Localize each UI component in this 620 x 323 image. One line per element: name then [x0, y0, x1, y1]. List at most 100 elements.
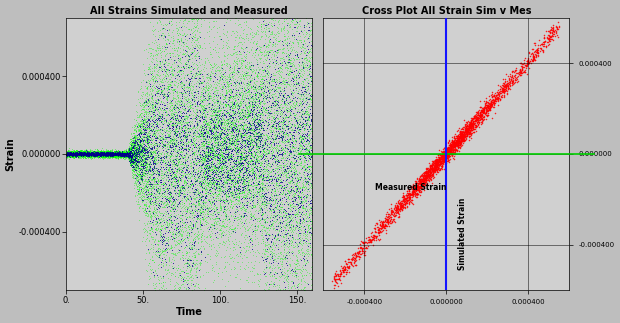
Point	[165, 194, 175, 199]
Point	[195, 102, 205, 107]
Point	[244, 99, 254, 104]
Point	[288, 235, 298, 241]
Point	[151, 129, 161, 134]
Point	[97, 152, 107, 157]
Point	[273, 158, 283, 163]
Point	[132, 142, 142, 147]
Point	[202, 120, 211, 126]
Point	[106, 151, 116, 156]
Point	[267, 246, 277, 252]
Point	[135, 170, 144, 175]
Point	[407, 189, 417, 194]
Point	[130, 163, 140, 168]
Point	[102, 152, 112, 157]
Point	[225, 70, 235, 75]
Point	[457, 130, 467, 135]
Point	[304, 171, 314, 176]
Point	[149, 139, 159, 144]
Point	[187, 206, 197, 211]
Point	[281, 123, 291, 128]
Point	[213, 68, 223, 73]
Point	[446, 149, 456, 154]
Point	[223, 110, 233, 115]
Point	[167, 270, 177, 276]
Point	[161, 61, 171, 66]
Point	[271, 204, 281, 209]
Point	[296, 143, 306, 148]
Point	[87, 148, 97, 153]
Point	[138, 147, 148, 152]
Point	[260, 73, 270, 78]
Point	[131, 144, 141, 149]
Point	[301, 141, 311, 146]
Point	[72, 148, 82, 153]
Point	[236, 161, 246, 166]
Point	[253, 134, 263, 140]
Point	[187, 207, 197, 213]
Point	[254, 159, 264, 164]
Point	[224, 199, 234, 204]
Point	[132, 175, 142, 180]
Point	[283, 65, 293, 70]
Point	[94, 150, 104, 155]
Point	[121, 153, 131, 158]
Point	[144, 192, 154, 197]
Point	[238, 98, 248, 103]
Point	[208, 154, 218, 159]
Point	[140, 158, 149, 163]
Point	[180, 235, 190, 240]
Point	[206, 175, 216, 180]
Point	[171, 104, 181, 109]
Point	[282, 161, 292, 166]
Point	[257, 80, 267, 85]
Point	[89, 152, 99, 157]
Point	[113, 151, 123, 157]
Point	[206, 116, 216, 121]
Point	[165, 104, 175, 109]
Point	[173, 192, 183, 197]
Point	[104, 151, 113, 157]
Point	[98, 149, 108, 154]
Point	[102, 149, 112, 154]
Point	[138, 161, 148, 166]
Point	[64, 151, 74, 157]
Point	[112, 150, 122, 155]
Point	[126, 153, 136, 158]
Point	[170, 191, 180, 196]
Point	[195, 108, 205, 113]
Point	[290, 155, 300, 160]
Point	[278, 189, 288, 194]
Point	[126, 136, 136, 141]
Point	[254, 250, 264, 255]
Point	[230, 224, 240, 230]
Point	[238, 204, 248, 209]
Point	[285, 144, 295, 150]
Point	[179, 191, 189, 196]
Point	[179, 31, 189, 36]
Point	[259, 307, 269, 312]
Point	[179, 123, 189, 128]
Point	[263, 175, 273, 180]
Point	[291, 186, 301, 191]
Point	[299, 38, 309, 43]
Point	[201, 89, 211, 94]
Point	[78, 151, 87, 156]
Point	[207, 144, 217, 149]
Point	[201, 193, 211, 199]
Point	[126, 154, 136, 159]
Point	[288, 180, 298, 185]
Point	[91, 151, 100, 157]
Point	[272, 54, 282, 59]
Point	[130, 152, 140, 157]
Point	[110, 152, 120, 157]
Point	[211, 165, 221, 170]
Point	[278, 191, 288, 196]
Point	[242, 254, 252, 259]
Point	[292, 292, 302, 297]
Point	[159, 142, 169, 148]
Point	[393, 207, 403, 212]
Point	[498, 88, 508, 93]
Point	[89, 153, 99, 159]
Point	[91, 154, 100, 159]
Point	[137, 173, 147, 179]
